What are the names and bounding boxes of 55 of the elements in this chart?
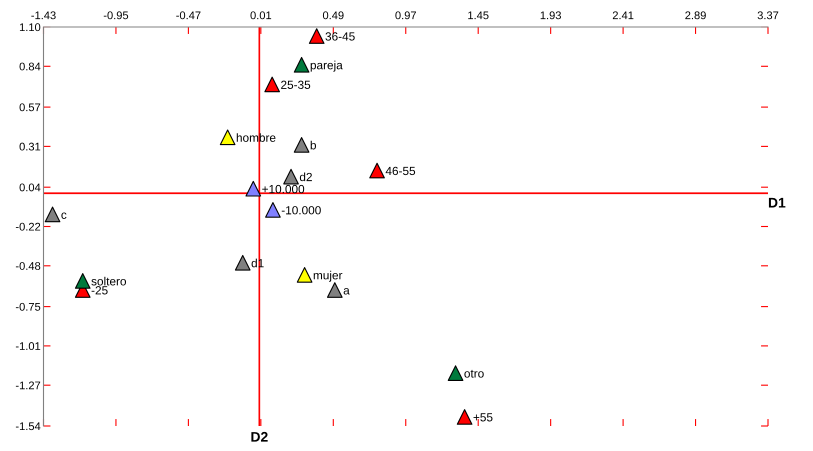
y-tick-label: -1.54 (16, 422, 40, 430)
point (448, 365, 464, 381)
x-tick-label: 1.45 (468, 11, 489, 20)
point (44, 206, 60, 222)
point (308, 28, 325, 44)
x-tick-label: 1.93 (540, 11, 561, 20)
annotation: +55 (474, 413, 492, 422)
y-tick-label: 0.31 (20, 142, 40, 151)
point (245, 180, 262, 197)
point (220, 129, 236, 146)
point (265, 202, 281, 218)
annotation: b (310, 140, 316, 150)
point (283, 168, 299, 184)
point (369, 162, 385, 178)
annotation: 36-45 (325, 32, 355, 41)
y-tick-label: -0.22 (16, 222, 40, 231)
y-tick-label: 0.84 (20, 62, 40, 70)
x-tick-label: 3.37 (758, 11, 778, 20)
point (294, 56, 310, 73)
annotation: pareja (310, 60, 343, 72)
annotation: 25-35 (281, 80, 310, 89)
annotation: d2 (300, 172, 312, 182)
y-tick-label: 1.10 (20, 23, 40, 32)
annotation: c (61, 212, 66, 219)
ref-line-label: D1 (768, 198, 786, 208)
y-tick-label: -0.48 (16, 262, 40, 270)
point (294, 137, 310, 153)
y-tick-label: -0.75 (16, 302, 40, 311)
point (326, 282, 343, 298)
y-tick-label: 0.57 (20, 103, 40, 112)
ref-line-label: D2 (251, 432, 268, 442)
annotation: 46-55 (386, 166, 416, 176)
point (456, 409, 472, 425)
annotation: -10.000 (282, 206, 321, 214)
y-tick-label: -1.27 (16, 381, 40, 390)
point (74, 273, 91, 289)
annotation: a (344, 288, 350, 295)
x-tick-label: -0.95 (104, 11, 128, 20)
x-tick-label: 2.89 (685, 11, 706, 20)
annotation: soltero (91, 276, 126, 286)
annotation: otro (464, 370, 484, 378)
point (264, 76, 280, 92)
y-tick-label: -1.01 (16, 342, 40, 350)
y-tick-label: 0.04 (20, 183, 40, 192)
x-tick-label: -1.43 (31, 11, 56, 20)
x-tick-label: 2.41 (612, 11, 634, 20)
point (234, 254, 251, 271)
x-tick-label: -0.47 (176, 11, 201, 20)
x-tick-label: 0.97 (395, 11, 416, 20)
annotation: -25 (92, 286, 108, 295)
annotation: mujer (314, 270, 342, 282)
point (296, 267, 312, 283)
annotation: +10.000 (262, 184, 304, 194)
x-tick-label: 0.49 (322, 11, 344, 20)
x-tick-label: 0.01 (250, 11, 272, 20)
